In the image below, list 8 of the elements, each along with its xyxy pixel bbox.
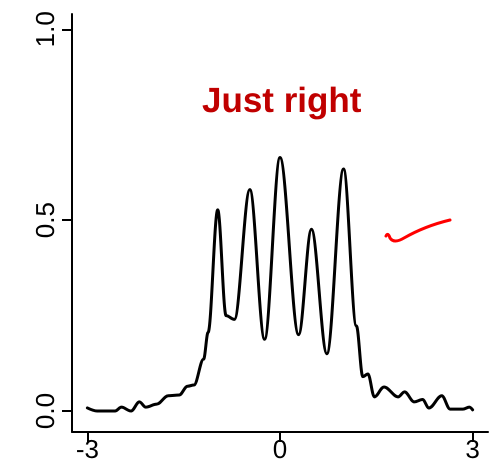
x-tick-label: -3 xyxy=(76,434,99,462)
y-tick-label: 0.5 xyxy=(30,202,60,238)
y-tick-label: 0.0 xyxy=(30,392,60,430)
x-tick-label: 3 xyxy=(465,434,480,462)
x-tick-label: 0 xyxy=(272,434,288,462)
text: Just right xyxy=(202,81,362,120)
y-tick-label: 1.0 xyxy=(30,11,60,48)
line-series xyxy=(86,156,474,413)
